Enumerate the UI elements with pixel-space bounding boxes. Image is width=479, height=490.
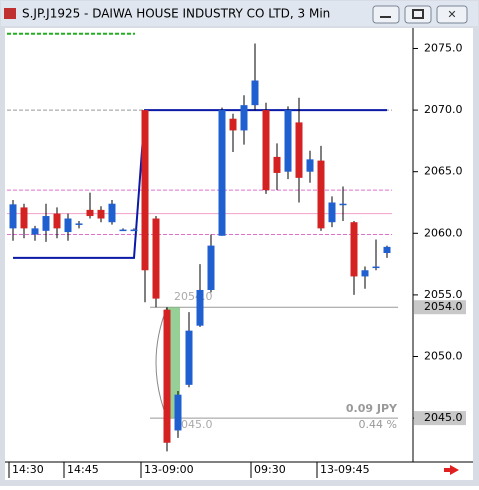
price-box — [414, 300, 466, 315]
y-tick-label: 2070.0 — [424, 103, 463, 116]
candle-body — [306, 159, 314, 172]
candle-body — [262, 110, 270, 191]
measure-to-text: 2045.0 — [174, 418, 213, 431]
candle-body — [42, 216, 50, 231]
y-tick-label: 2060.0 — [424, 226, 463, 239]
candle-body — [361, 270, 369, 277]
candle-body — [328, 202, 336, 223]
candle-body — [141, 110, 149, 271]
candle-body — [284, 110, 292, 172]
candle-body — [174, 394, 182, 431]
candle-body — [196, 289, 204, 326]
price-box-label: 2045.0 — [424, 411, 463, 424]
x-tick-label: 13-09:45 — [320, 463, 370, 476]
y-tick-label: 2065.0 — [424, 165, 463, 178]
candle-body — [317, 160, 325, 229]
close-icon: ✕ — [447, 8, 456, 21]
measure-from-text: 2054.0 — [174, 290, 213, 303]
candle-body — [273, 156, 281, 173]
candle-body — [108, 203, 116, 223]
measure-arc — [155, 307, 168, 419]
candle-body — [339, 203, 347, 206]
candle-body — [163, 309, 171, 443]
app-icon — [4, 8, 16, 19]
candle-body — [372, 266, 380, 269]
candle-body — [251, 80, 259, 106]
overlay-line — [13, 109, 387, 259]
chart-area — [5, 28, 473, 480]
candle-body — [152, 218, 160, 299]
candle-body — [31, 228, 39, 235]
candle-body — [350, 222, 358, 277]
candle-body — [20, 207, 28, 229]
candle-body — [218, 110, 226, 236]
scroll-arrow[interactable] — [444, 465, 459, 475]
price-box — [414, 411, 466, 426]
candle-body — [86, 209, 94, 217]
candle-body — [75, 223, 83, 225]
y-tick-label: 2075.0 — [424, 41, 463, 54]
x-tick-label: 14:30 — [12, 463, 44, 476]
y-tick-label: 2055.0 — [424, 288, 463, 301]
minimize-button[interactable] — [372, 5, 400, 24]
candle-body — [207, 245, 215, 290]
window-title: S.JP.J1925 - DAIWA HOUSE INDUSTRY CO LTD… — [22, 7, 330, 21]
maximize-button[interactable] — [404, 5, 432, 24]
candle-body — [383, 246, 391, 254]
candle-body — [295, 122, 303, 178]
candle-body — [229, 118, 237, 131]
x-tick-label: 09:30 — [254, 463, 286, 476]
candle-body — [130, 229, 138, 232]
y-tick-label: 2050.0 — [424, 350, 463, 363]
x-tick-label: 14:45 — [67, 463, 99, 476]
price-box-label: 2054.0 — [424, 300, 463, 313]
candle-body — [185, 330, 193, 385]
candle-body — [240, 105, 248, 131]
x-tick-label: 13-09:00 — [144, 463, 194, 476]
candle-body — [119, 229, 127, 232]
candle-body — [9, 204, 17, 229]
close-button[interactable] — [436, 5, 468, 24]
measure-change: 0.09 JPY — [346, 402, 398, 415]
measure-change-pct: 0.44 % — [359, 418, 397, 431]
maximize-icon — [412, 9, 424, 19]
candle-body — [53, 213, 61, 229]
candle-body — [97, 209, 105, 219]
candle-body — [64, 218, 72, 233]
